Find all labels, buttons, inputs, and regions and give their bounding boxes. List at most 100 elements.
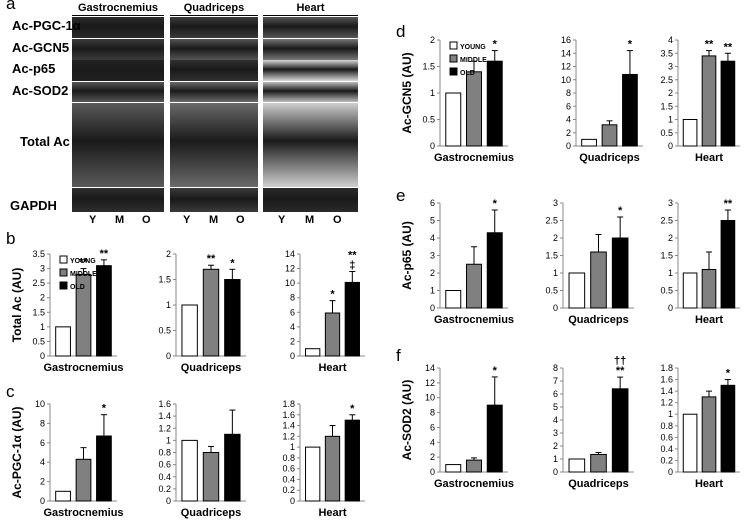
d-heart-tick-label: 0 <box>668 141 673 151</box>
blot-strip-total-ac-gastrocnemius <box>72 103 164 187</box>
c-gastro-bar-young <box>55 490 71 502</box>
b-heart-significance-middle: * <box>330 289 335 301</box>
f-heart-tick-label: 0.6 <box>660 432 673 442</box>
lane-label-heart-o: O <box>333 214 342 226</box>
e-gastro-tick-label: 4 <box>430 233 435 243</box>
b-gastro-tick-label: 0 <box>40 351 45 361</box>
e-gastro-title: Gastrocnemius <box>434 314 514 326</box>
d-quad-bar-young <box>581 138 597 147</box>
b-quad-tick-label: 1 <box>166 300 171 310</box>
blot-strip-pgc1a-heart <box>263 17 358 38</box>
e-quad-bar-old <box>611 237 629 309</box>
e-heart-significance-old: ** <box>724 198 733 210</box>
b-quad-title: Quadriceps <box>181 362 242 374</box>
c-heart-tick-label: 0.4 <box>282 474 295 484</box>
panel-letter-b: b <box>6 229 16 248</box>
e-heart-title: Heart <box>695 314 723 326</box>
b-quad-tick-label: 1.5 <box>158 275 171 285</box>
e-quad-tick-label: 0.5 <box>545 286 558 296</box>
e-gastro-tick-label: 5 <box>430 216 435 226</box>
f-quad-tick-label: 3 <box>553 428 558 438</box>
d-heart-tick-label: 2 <box>668 88 673 98</box>
blot-strip-sod2-quadriceps <box>170 82 258 102</box>
f-gastro-tick-label: 4 <box>430 437 435 447</box>
b-heart-tick-label: 10 <box>285 278 295 288</box>
b-heart-title: Heart <box>318 362 346 374</box>
lane-label-quad-o: O <box>236 214 245 226</box>
f-heart-tick-label: 1 <box>668 409 673 419</box>
lane-label-heart-m: M <box>305 214 315 226</box>
lane-label-quad-y: Y <box>183 214 191 226</box>
d-gastro-legend-label-young: YOUNG <box>460 44 486 51</box>
e-gastro-tick-label: 6 <box>430 198 435 208</box>
f-heart-tick-label: 1.6 <box>660 375 673 385</box>
d-quad-tick-label: 16 <box>561 35 571 45</box>
c-heart-tick-label: 1.8 <box>282 399 295 409</box>
f-quad-bar-old <box>611 388 629 473</box>
blot-strip-sod2-gastrocnemius <box>72 82 164 102</box>
e-quad-title: Quadriceps <box>568 314 629 326</box>
blot-strip-gcn5-heart <box>263 39 358 60</box>
f-gastro-tick-label: 8 <box>430 408 435 418</box>
d-gastro-tick-label: 2 <box>430 35 435 45</box>
d-heart-bar-young <box>682 119 698 147</box>
c-quad-tick-label: 1.6 <box>158 399 171 409</box>
d-heart-significance-middle: ** <box>705 39 714 51</box>
b-quad-tick-label: 0.5 <box>158 326 171 336</box>
blot-divider-quadriceps <box>170 15 258 16</box>
e-gastro-y-label: Ac-p65 (AU) <box>400 221 414 290</box>
f-gastro-bar-middle <box>466 459 482 473</box>
d-gastro-title: Gastrocnemius <box>434 152 514 164</box>
panel-letter-a: a <box>6 0 16 13</box>
c-quad-bar-young <box>181 439 198 502</box>
c-heart-tick-label: 1.4 <box>282 421 295 431</box>
lane-label-gastro-y: Y <box>89 214 97 226</box>
d-heart-bar-middle <box>701 55 717 147</box>
e-gastro-bar-old <box>486 232 503 309</box>
blot-strip-gapdh-gastrocnemius <box>72 188 164 212</box>
c-gastro-title: Gastrocnemius <box>43 507 123 519</box>
b-gastro-legend-swatch-young <box>59 255 68 264</box>
blot-strip-pgc1a-gastrocnemius <box>72 17 164 38</box>
b-heart-tick-label: 4 <box>290 322 295 332</box>
lane-label-gastro-o: O <box>142 214 151 226</box>
c-heart-tick-label: 0.2 <box>282 485 295 495</box>
blot-row-label-gapdh: GAPDH <box>10 198 57 213</box>
f-heart-title: Heart <box>695 478 723 490</box>
e-gastro-tick-label: 3 <box>430 251 435 261</box>
f-gastro-significance-old: * <box>493 365 498 377</box>
d-heart-bar-old <box>720 60 736 147</box>
b-gastro-tick-label: 1 <box>40 322 45 332</box>
d-gastro-significance-old: * <box>493 39 498 51</box>
f-gastro-tick-label: 14 <box>425 363 435 373</box>
panel-letter-e: e <box>396 186 406 205</box>
b-gastro-bar-young <box>55 326 71 357</box>
b-quad-significance-old: * <box>230 257 235 269</box>
f-quad-tick-label: 5 <box>553 402 558 412</box>
lane-label-gastro-m: M <box>115 214 125 226</box>
d-quad-tick-label: 2 <box>566 128 571 138</box>
e-gastro-significance-old: * <box>493 198 498 210</box>
b-heart-tick-label: 8 <box>290 293 295 303</box>
b-quad-bar-middle <box>202 268 220 357</box>
e-gastro-bar-middle <box>466 263 482 309</box>
b-quad-bar-old <box>224 279 241 357</box>
c-gastro-bar-middle <box>75 458 92 502</box>
d-quad-tick-label: 8 <box>566 88 571 98</box>
blot-row-label-pgc1a: Ac-PGC-1α <box>12 18 81 33</box>
d-gastro-legend-swatch-young <box>449 41 458 50</box>
c-gastro-tick-label: 10 <box>35 399 45 409</box>
e-heart-bar-old <box>720 220 736 309</box>
c-quad-tick-label: 0.6 <box>158 460 171 470</box>
c-quad-tick-label: 0.8 <box>158 448 171 458</box>
f-heart-tick-label: 1.8 <box>660 363 673 373</box>
blot-row-label-sod2: Ac-SOD2 <box>12 83 69 98</box>
f-quad-tick-label: 6 <box>553 389 558 399</box>
b-heart-tick-label: 0 <box>290 351 295 361</box>
b-heart-tick-label: 12 <box>285 264 295 274</box>
e-quad-bar-young <box>568 272 586 309</box>
blot-strip-sod2-heart <box>263 82 358 102</box>
e-heart-tick-label: 0.5 <box>660 286 673 296</box>
blot-row-label-total-ac: Total Ac <box>20 134 70 149</box>
b-gastro-tick-label: 0.5 <box>32 336 45 346</box>
